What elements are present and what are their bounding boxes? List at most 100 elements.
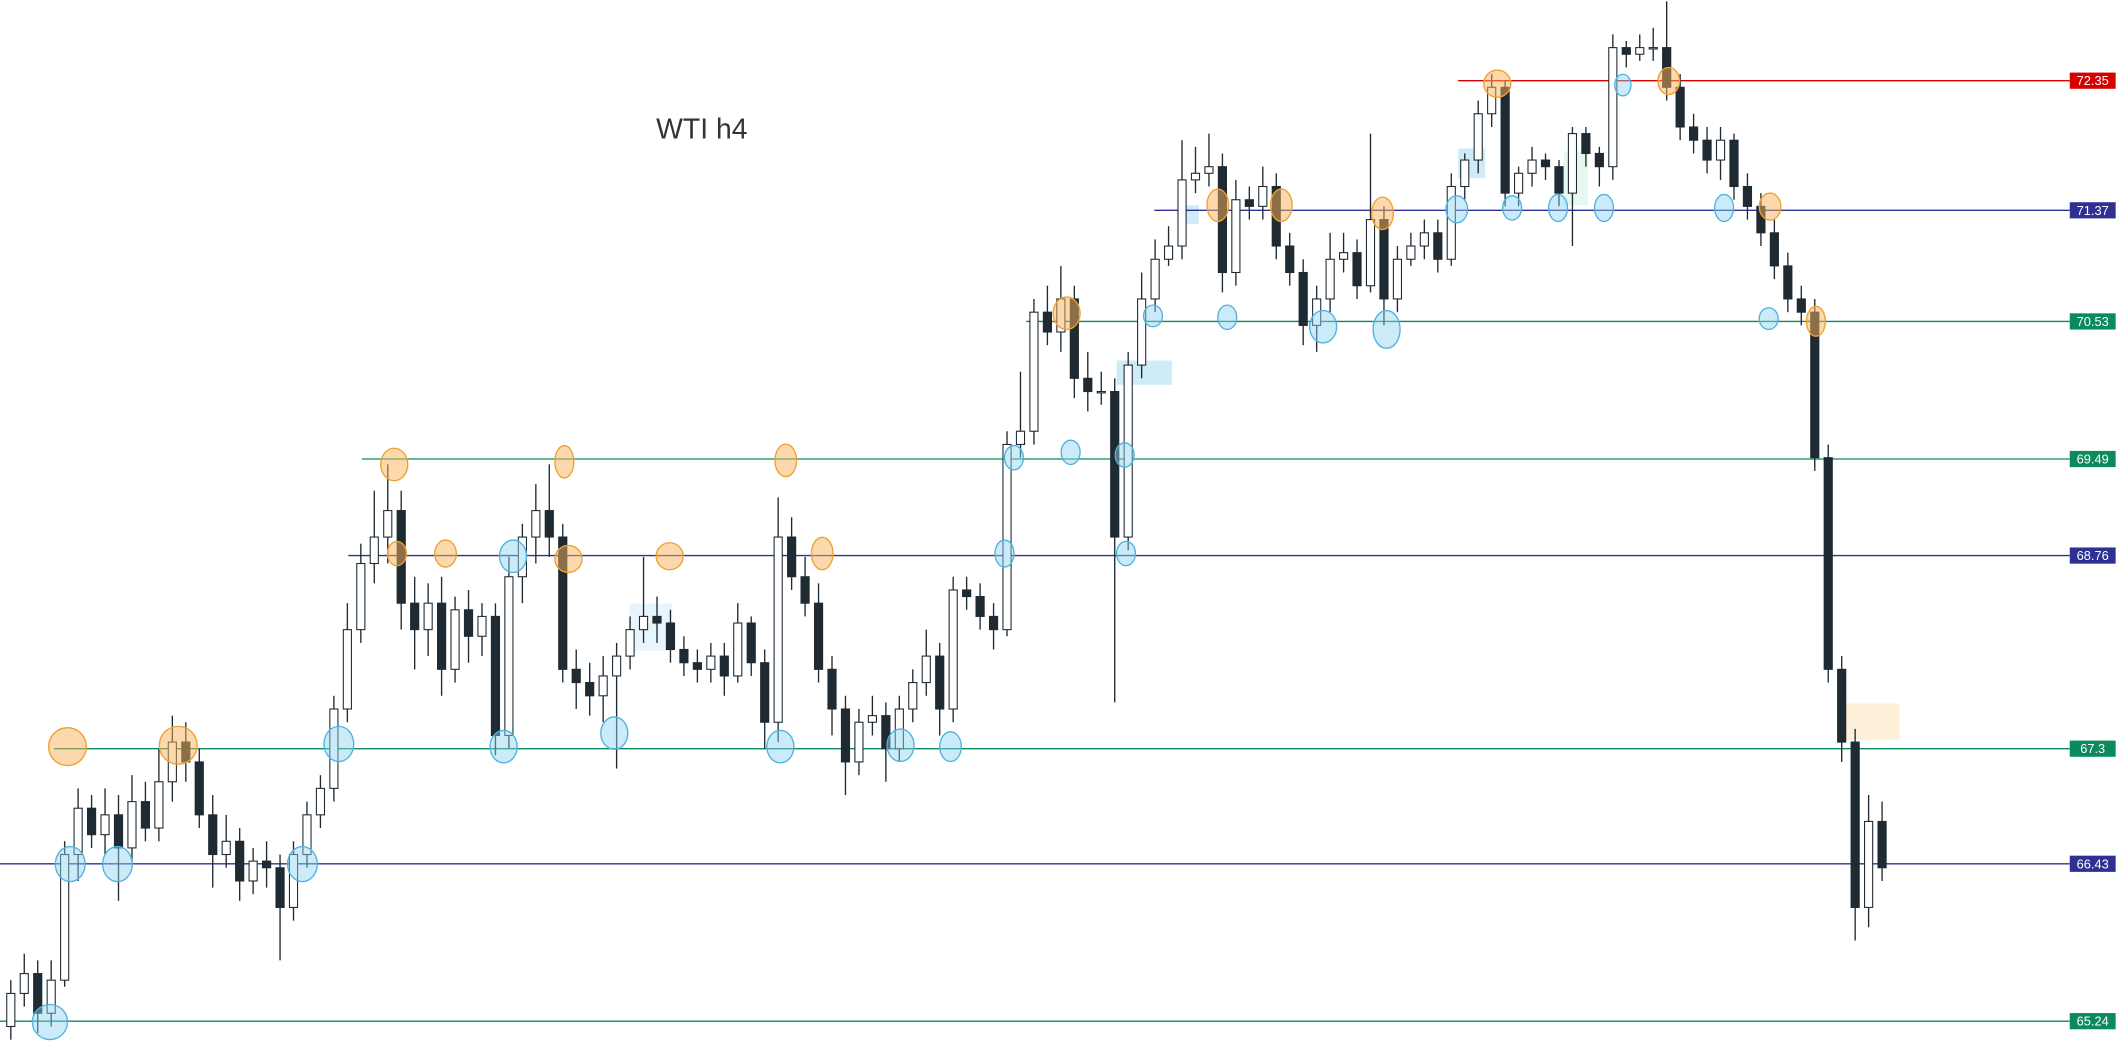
candle-body [194, 761, 204, 816]
candle-body [1083, 377, 1093, 393]
candle-body [679, 648, 689, 664]
candle-body [1581, 133, 1591, 154]
candle-body [1433, 232, 1443, 260]
level-badge [2069, 740, 2116, 757]
candle-body [1783, 265, 1793, 300]
candle-body [1096, 391, 1106, 394]
highlight-high [1805, 305, 1827, 337]
candle-body [1338, 252, 1349, 260]
highlight-low [1003, 444, 1025, 471]
candle-body [813, 602, 824, 670]
candle-body [1137, 298, 1147, 366]
candle-body [1473, 113, 1483, 161]
candle-body [544, 510, 554, 538]
candle-body [1648, 47, 1658, 50]
candle-body [800, 576, 810, 604]
candle-body [1527, 159, 1537, 174]
candle-body [1594, 152, 1604, 168]
candle-body [490, 615, 501, 737]
candle-body [1244, 199, 1254, 207]
candle-body [558, 536, 568, 670]
zone [1837, 703, 1900, 740]
candle-body [1029, 311, 1039, 432]
candle-body [1675, 86, 1685, 128]
candle-body [1608, 47, 1618, 168]
candle-body [1796, 298, 1806, 313]
candle-body [638, 615, 649, 631]
candle-body [1877, 820, 1887, 869]
candle-body [787, 536, 797, 578]
candle-body [208, 814, 218, 856]
candle-body [261, 860, 272, 869]
candle-body [329, 708, 339, 789]
highlight-low [101, 845, 133, 883]
candle-body [1204, 166, 1214, 174]
candle-body [962, 589, 972, 598]
level-badge [2069, 1013, 2116, 1030]
candle-body [625, 629, 635, 657]
level-label: 69.49 [2077, 452, 2109, 467]
candle-body [867, 715, 877, 723]
candle-body [1123, 364, 1133, 538]
candle-body [140, 801, 151, 829]
candle-body [1460, 159, 1470, 188]
highlight-low [939, 731, 962, 763]
candle-body [463, 609, 474, 637]
candle-body [840, 708, 851, 763]
candle-body [410, 602, 420, 631]
highlight-low [1502, 195, 1523, 221]
candle-body [1002, 443, 1012, 631]
candles [6, 1, 1887, 1040]
candle-body [1190, 172, 1201, 181]
level-label: 66.43 [2077, 856, 2109, 871]
candle-body [1837, 668, 1847, 743]
highlight-low [1547, 193, 1569, 223]
highlight-low [54, 845, 86, 883]
candle-body [1042, 311, 1052, 333]
level-badge [2069, 547, 2116, 564]
candle-body [1177, 179, 1187, 247]
highlight-high [1758, 192, 1782, 221]
level-label: 72.35 [2077, 73, 2109, 88]
highlight-low [1593, 193, 1615, 223]
candle-body [221, 840, 231, 856]
highlight-high [1052, 296, 1081, 331]
level-badge [2069, 72, 2116, 89]
candle-body [73, 807, 83, 856]
candle-body [571, 668, 581, 684]
highlight-low [323, 725, 355, 763]
candle-body [1231, 199, 1241, 274]
highlight-high [810, 536, 834, 571]
candle-body [854, 721, 864, 763]
highlight-low [31, 1003, 69, 1041]
candle-body [1689, 126, 1699, 141]
level-label: 71.37 [2077, 203, 2109, 218]
candle-body [921, 655, 931, 684]
candle-body [1069, 298, 1079, 379]
candle-body [706, 655, 716, 670]
candle-body [6, 992, 16, 1028]
candle-body [665, 622, 676, 651]
level-badge [2069, 202, 2116, 219]
candle-body [881, 715, 891, 750]
candle-body [1635, 47, 1645, 55]
candle-body [437, 602, 447, 670]
candle-body [504, 576, 514, 737]
candle-body [33, 973, 43, 1014]
candle-body [235, 840, 245, 882]
highlights [31, 66, 1827, 1041]
candle-body [733, 622, 743, 677]
candle-body [1850, 741, 1860, 908]
highlight-low [886, 728, 915, 763]
candle-body [988, 615, 999, 631]
highlight-low [1445, 195, 1469, 224]
highlight-low [1713, 193, 1735, 223]
candle-body [1015, 430, 1026, 445]
highlight-low [1372, 309, 1401, 350]
highlight-low [1060, 439, 1081, 466]
candle-body [692, 662, 702, 670]
candle-body [86, 807, 97, 836]
highlight-low [994, 539, 1015, 568]
highlight-high [1657, 66, 1681, 96]
